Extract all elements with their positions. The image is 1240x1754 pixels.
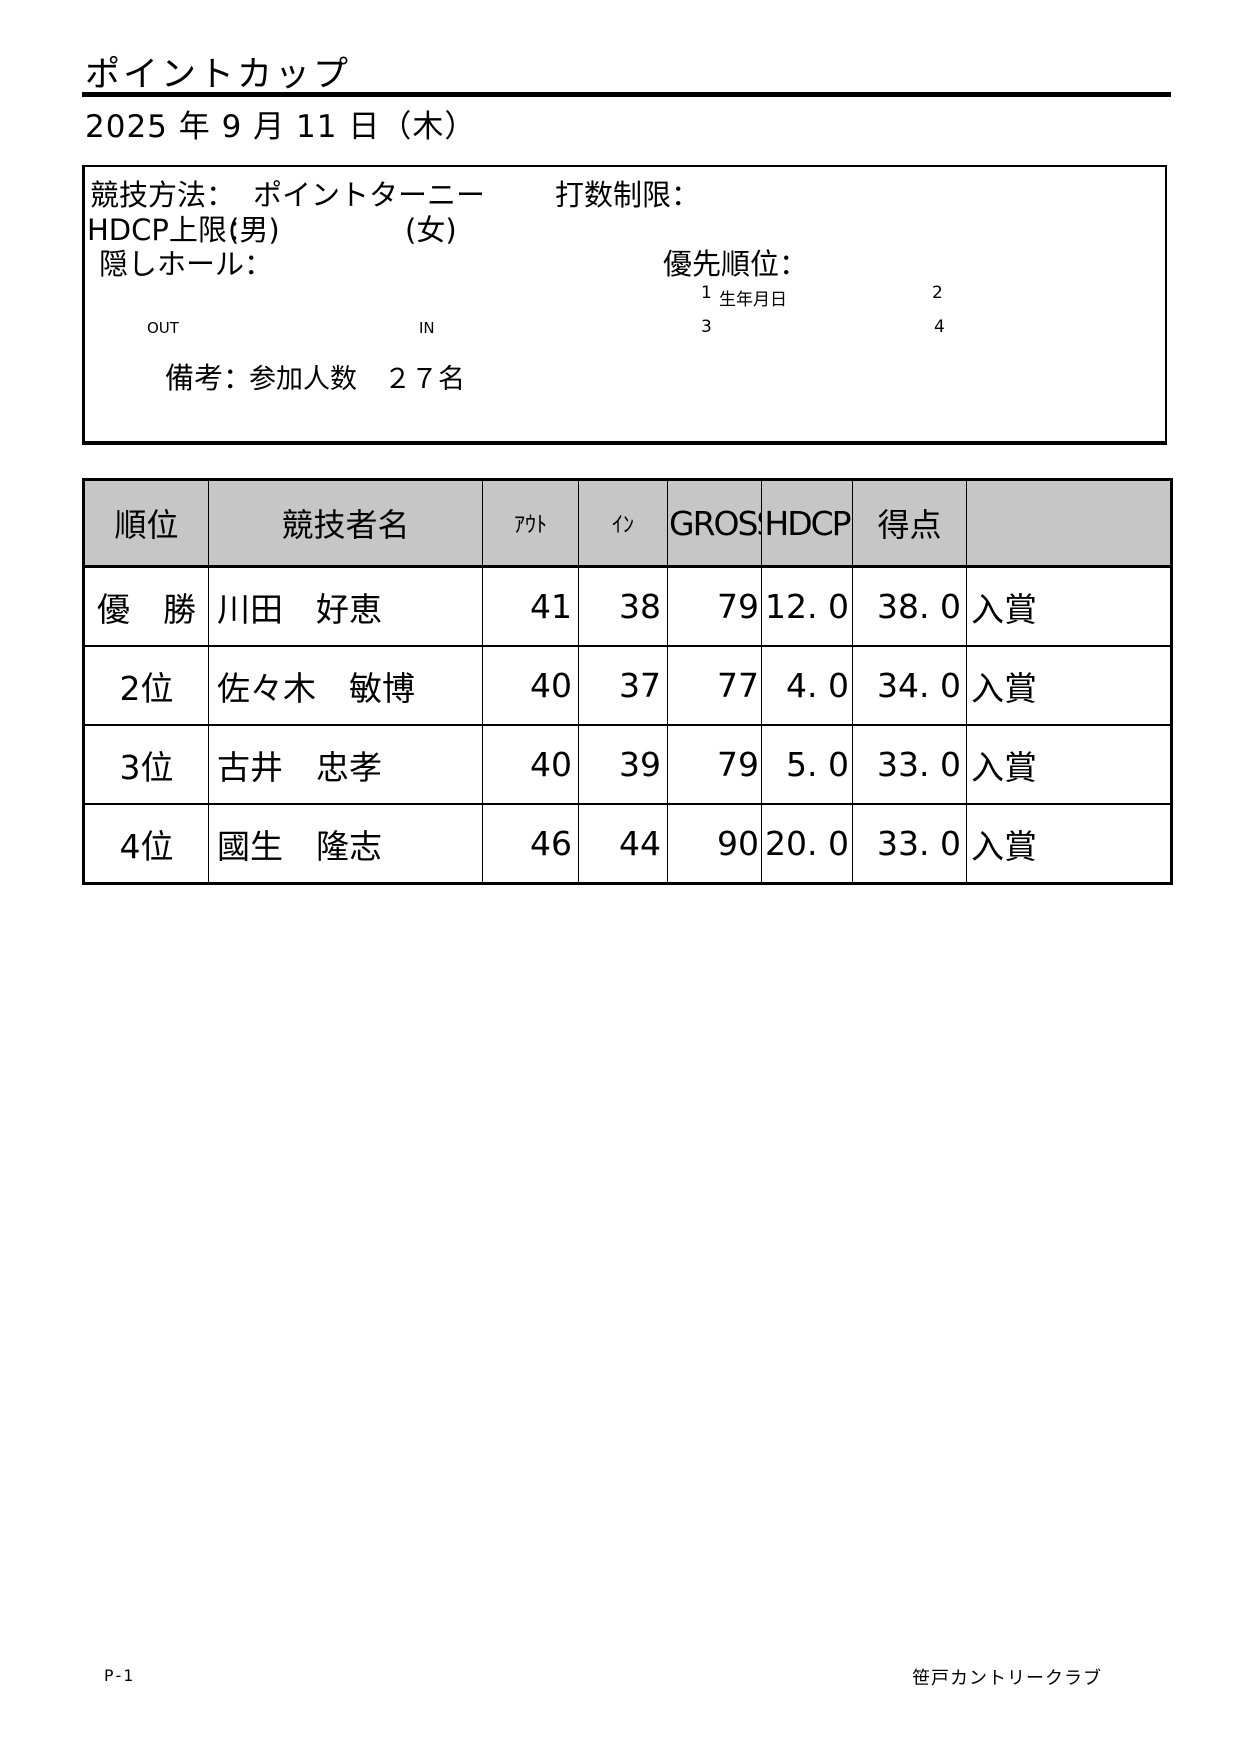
rank-cell: 優 勝	[82, 565, 209, 647]
in-score-cell: 44	[578, 803, 668, 885]
out-label: OUT	[147, 319, 179, 337]
rank-cell: 4位	[82, 803, 209, 885]
rank-cell: 2位	[82, 645, 209, 726]
hdcp-cell: 12. 0	[761, 565, 853, 647]
header-out: ｱｳﾄ	[482, 478, 579, 568]
page-title: ポイントカップ	[85, 55, 352, 95]
hidden-hole-label: 隠しホール：	[99, 247, 274, 281]
points-cell: 34. 0	[852, 645, 967, 726]
gross-score-cell: 79	[667, 565, 762, 647]
gross-score-cell: 79	[667, 724, 762, 805]
player-name-cell: 佐々木 敏博	[208, 645, 483, 726]
out-score-cell: 40	[482, 724, 579, 805]
out-score-cell: 46	[482, 803, 579, 885]
table-row: 3位 古井 忠孝 40 39 79 5. 0 33. 0 入賞	[82, 724, 1173, 805]
hdcp-women: (女)	[405, 213, 457, 247]
in-label: IN	[419, 319, 435, 337]
points-cell: 33. 0	[852, 724, 967, 805]
out-score-cell: 41	[482, 565, 579, 647]
table-row: 4位 國生 隆志 46 44 90 20. 0 33. 0 入賞	[82, 803, 1173, 885]
priority-4-num: 4	[934, 317, 945, 337]
priority-1-value: 生年月日	[719, 290, 787, 310]
header-rank: 順位	[82, 478, 209, 568]
hdcp-limit-label: HDCP上限：	[87, 213, 256, 247]
table-header-row: 順位 競技者名 ｱｳﾄ ｲﾝ GROSS HDCP 得点	[82, 478, 1173, 568]
gross-score-cell: 77	[667, 645, 762, 726]
priority-3-num: 3	[701, 317, 712, 337]
priority-1-num: 1	[701, 283, 712, 303]
rank-cell: 3位	[82, 724, 209, 805]
header-points: 得点	[852, 478, 967, 568]
prize-cell: 入賞	[966, 565, 1173, 647]
prize-cell: 入賞	[966, 645, 1173, 726]
method-label: 競技方法：	[90, 178, 236, 212]
header-gross: GROSS	[667, 478, 762, 568]
table-row: 2位 佐々木 敏博 40 37 77 4. 0 34. 0 入賞	[82, 645, 1173, 726]
header-player-name: 競技者名	[208, 478, 483, 568]
priority-label: 優先順位：	[663, 247, 809, 281]
player-name-cell: 國生 隆志	[208, 803, 483, 885]
points-cell: 33. 0	[852, 803, 967, 885]
priority-2-num: 2	[932, 283, 943, 303]
header-prize	[966, 478, 1173, 568]
out-score-cell: 40	[482, 645, 579, 726]
in-score-cell: 38	[578, 565, 668, 647]
header-in: ｲﾝ	[578, 478, 668, 568]
prize-cell: 入賞	[966, 803, 1173, 885]
in-score-cell: 39	[578, 724, 668, 805]
page-number: P-1	[104, 1666, 133, 1685]
hdcp-cell: 20. 0	[761, 803, 853, 885]
stroke-limit-label: 打数制限：	[555, 178, 701, 212]
info-box: 競技方法： ポイントターニー 打数制限： HDCP上限： (男) (女) 隠しホ…	[82, 165, 1167, 445]
method-value: ポイントターニー	[253, 178, 486, 212]
header-hdcp: HDCP	[761, 478, 853, 568]
club-name: 笹戸カントリークラブ	[912, 1668, 1102, 1689]
hdcp-men: (男)	[228, 213, 280, 247]
table-row: 優 勝 川田 好恵 41 38 79 12. 0 38. 0 入賞	[82, 565, 1173, 647]
in-score-cell: 37	[578, 645, 668, 726]
remarks-label: 備考：	[165, 361, 253, 395]
gross-score-cell: 90	[667, 803, 762, 885]
points-cell: 38. 0	[852, 565, 967, 647]
title-underline	[82, 92, 1171, 97]
player-name-cell: 古井 忠孝	[208, 724, 483, 805]
hdcp-cell: 5. 0	[761, 724, 853, 805]
results-table: 順位 競技者名 ｱｳﾄ ｲﾝ GROSS HDCP 得点 優 勝 川田 好恵 4…	[82, 478, 1173, 885]
prize-cell: 入賞	[966, 724, 1173, 805]
hdcp-cell: 4. 0	[761, 645, 853, 726]
player-name-cell: 川田 好恵	[208, 565, 483, 647]
remarks-value: 参加人数 ２７名	[249, 364, 465, 395]
competition-date: 2025 年 9 月 11 日（木）	[85, 109, 477, 145]
